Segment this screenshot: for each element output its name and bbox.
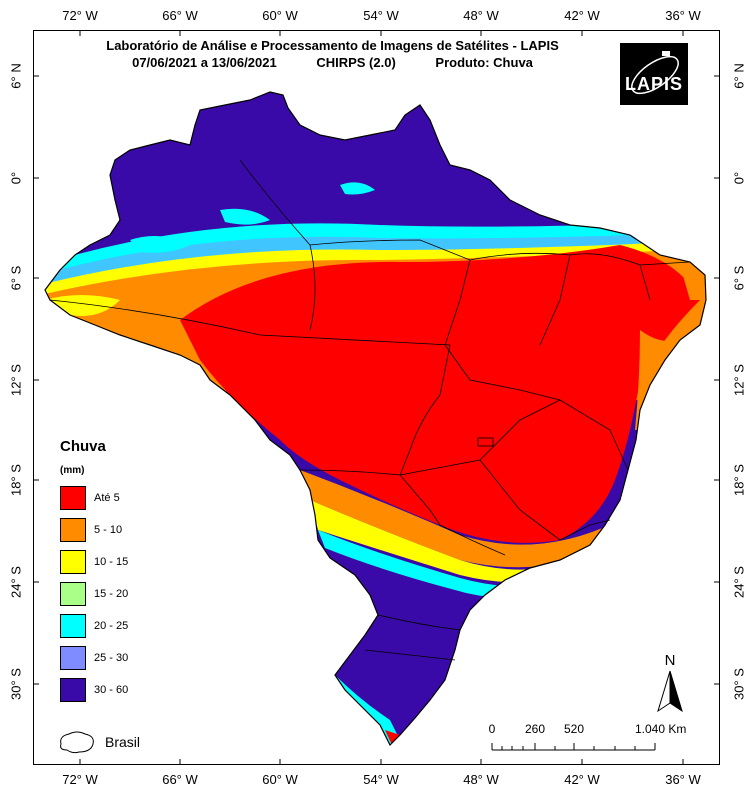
legend-label: 5 - 10 — [94, 524, 123, 536]
legend-label: Até 5 — [94, 492, 120, 504]
lon-label-top: 72° W — [62, 8, 98, 23]
lon-label-bottom: 42° W — [564, 772, 600, 787]
legend-swatch — [60, 486, 86, 510]
legend-swatch — [60, 646, 86, 670]
lon-label-top: 54° W — [363, 8, 399, 23]
scale-label: 520 — [563, 722, 585, 736]
legend-label: 10 - 15 — [94, 556, 129, 568]
legend-label: 15 - 20 — [94, 588, 129, 600]
legend-title: Chuva — [60, 438, 106, 455]
legend-label: 30 - 60 — [94, 684, 129, 696]
lon-label-bottom: 72° W — [62, 772, 98, 787]
legend-unit: (mm) — [60, 465, 85, 476]
lon-label-bottom: 54° W — [363, 772, 399, 787]
scale-bar: 0 260 520 1.040 Km — [488, 722, 700, 752]
boundary-key: Brasil — [55, 728, 140, 756]
lon-label-top: 60° W — [262, 8, 298, 23]
legend-item: Até 5 — [60, 482, 128, 514]
legend-item: 30 - 60 — [60, 674, 128, 706]
title-line2: 07/06/2021 a 13/06/2021 CHIRPS (2.0) Pro… — [40, 54, 625, 71]
legend-item: 25 - 30 — [60, 642, 128, 674]
legend-item: 20 - 25 — [60, 610, 128, 642]
boundary-label: Brasil — [105, 734, 141, 750]
legend-swatch — [60, 582, 86, 606]
dataset-name: CHIRPS (2.0) — [316, 55, 396, 70]
lon-label-bottom: 60° W — [262, 772, 298, 787]
legend-swatch — [60, 518, 86, 542]
legend-item: 15 - 20 — [60, 578, 128, 610]
scale-ruler — [491, 743, 656, 751]
legend-label: 25 - 30 — [94, 652, 129, 664]
north-label: N — [664, 652, 676, 669]
north-arrow-icon — [657, 670, 683, 713]
legend-item: 10 - 15 — [60, 546, 128, 578]
legend: Chuva (mm) Até 5 5 - 10 10 - 15 15 - 20 … — [60, 438, 128, 706]
legend-item: 5 - 10 — [60, 514, 128, 546]
title-line1: Laboratório de Análise e Processamento d… — [106, 38, 559, 53]
state-borders — [44, 91, 707, 747]
legend-swatch — [60, 550, 86, 574]
scale-label: 1.040 Km — [635, 722, 687, 736]
satellite-orbit-icon — [631, 51, 679, 95]
scale-label: 260 — [524, 722, 546, 736]
scale-label: 0 — [488, 722, 496, 736]
boundary-outline-icon — [60, 731, 94, 754]
product-name: Produto: Chuva — [435, 55, 533, 70]
lon-label-top: 36° W — [665, 8, 701, 23]
date-range: 07/06/2021 a 13/06/2021 — [132, 55, 277, 70]
lon-label-top: 66° W — [162, 8, 198, 23]
lon-label-bottom: 48° W — [463, 772, 499, 787]
lon-label-bottom: 66° W — [162, 772, 198, 787]
logo-text: LAPIS — [624, 74, 683, 94]
lon-label-bottom: 36° W — [665, 772, 701, 787]
lapis-logo: LAPIS — [620, 43, 688, 105]
north-arrow: N — [655, 652, 685, 714]
lon-label-top: 48° W — [463, 8, 499, 23]
map-title: Laboratório de Análise e Processamento d… — [40, 37, 625, 71]
lon-label-top: 42° W — [564, 8, 600, 23]
legend-swatch — [60, 678, 86, 702]
legend-label: 20 - 25 — [94, 620, 129, 632]
legend-swatch — [60, 614, 86, 638]
